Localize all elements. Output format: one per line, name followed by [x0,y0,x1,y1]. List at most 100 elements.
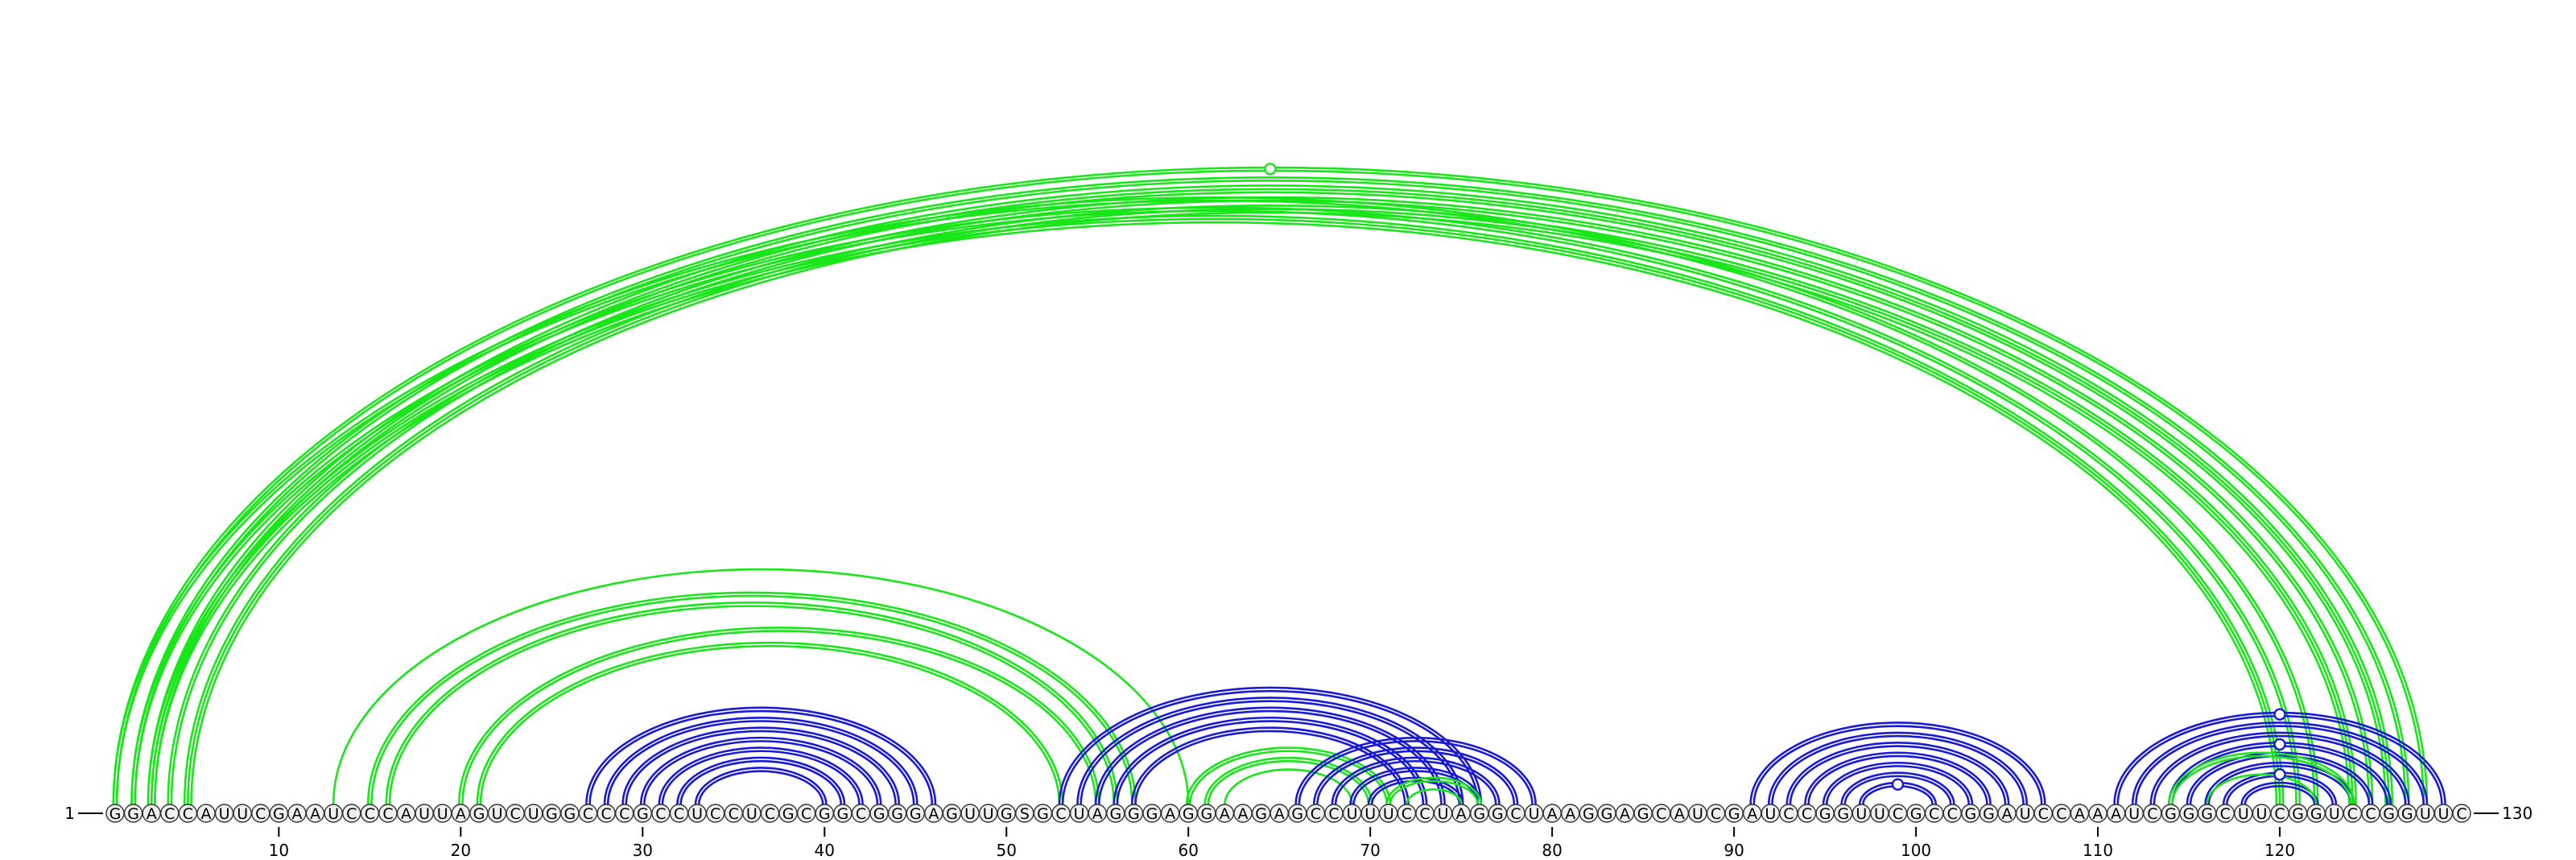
nucleotide-letter: C [2274,805,2285,823]
nucleotide-letter: A [2111,805,2121,823]
nucleotide-letter: C [2365,805,2376,823]
pair-arc-33-40 [694,767,828,805]
pair-arc-15-57 [370,594,1133,805]
nucleotide-letter: U [2329,805,2340,823]
pair-arc-15-57 [366,591,1137,805]
nucleotide-letter: U [219,805,230,823]
nucleotide-letter: G [1255,805,1267,823]
pair-arc-27-46 [585,706,937,805]
nucleotide-letter: A [928,805,939,823]
pair-arc-16-56 [385,602,1119,805]
nucleotide-letter: G [782,805,795,823]
nucleotide-letter: G [1637,805,1649,823]
pair-arc-113-127 [2149,731,2410,805]
nucleotide-letter: U [2420,805,2431,823]
nucleotide-letter: C [183,805,193,823]
pair-arc-1-122 [112,196,2319,805]
nucleotide-letter: C [2456,805,2467,823]
nucleotide-letter: C [1947,805,1958,823]
nucleotide-letter: C [382,805,393,823]
nucleotide-letter: G [1001,805,1013,823]
nucleotide-letter: C [2056,805,2066,823]
pair-arc-69-76 [1352,770,1479,805]
pair-arc-67-78 [1316,750,1516,805]
nucleotide-letter: U [746,805,758,823]
nucleotide-letter: C [710,805,720,823]
nucleotide-letter: U [1529,805,1540,823]
pair-arc-21-53 [479,644,1061,805]
pair-arc-33-40 [697,770,824,805]
nucleotide-letter: G [1146,805,1158,823]
nucleotide-letter: C [601,805,611,823]
nucleotide-letter: U [1874,805,1885,823]
pair-arc-1-128 [115,169,2425,805]
pair-arc-53-76 [1058,686,1483,805]
pair-arc-3-120 [155,222,2276,804]
pair-arc-5-124 [184,205,2355,804]
nucleotide-letter: U [964,805,976,823]
pair-arc-91-107 [1752,725,2043,805]
axis-tick-label: 70 [1360,841,1380,857]
nucleotide-letter: C [164,805,175,823]
pair-arc-56-73 [1116,720,1425,805]
arc-apex-marker [2273,738,2286,751]
pair-arc-31-42 [658,746,864,805]
pair-arc-93-105 [1789,745,2007,805]
nucleotide-letter: A [200,805,211,823]
nucleotide-letter: U [1074,805,1085,823]
pair-arc-31-42 [661,750,861,805]
nucleotide-letter: A [1238,805,1249,823]
nucleotide-letter: G [910,805,922,823]
pair-arc-68-77 [1334,760,1497,805]
pair-arc-112-128 [2135,725,2425,805]
sequence-backbone: 1 130 [64,804,2533,823]
nucleotide-letter: U [1383,805,1394,823]
nucleotide-letter: C [1893,805,1903,823]
nucleotide-letter: U [237,805,248,823]
nucleotide-letter: C [1783,805,1794,823]
axis-tick-label: 90 [1724,841,1744,857]
nucleotide-letter: G [2183,805,2195,823]
nucleotide-letter: G [2310,805,2322,823]
nucleotide-letter: G [637,805,649,823]
pair-arc-56-73 [1113,717,1428,805]
nucleotide-letter: A [1092,805,1103,823]
nucleotide-letter: G [109,805,122,823]
nucleotide-letter: C [674,805,684,823]
pair-arc-72-75 [1406,788,1463,805]
pair-arc-71-76 [1385,776,1483,805]
nucleotide-letter: A [1165,805,1175,823]
pair-arc-3-126 [155,192,2385,804]
nucleotide-letter: U [1765,805,1776,823]
pair-arc-116-122 [2206,773,2318,805]
pair-arc-67-78 [1313,746,1519,805]
nucleotide-letter: U [528,805,539,823]
nucleotide-letter: C [1711,805,1721,823]
nucleotide-letter: A [2002,805,2013,823]
arc-apex-marker [1891,778,1905,791]
pair-arc-93-105 [1785,742,2010,805]
pair-arc-27-46 [588,710,934,805]
nucleotide-letter: U [1692,805,1703,823]
pair-arc-55-74 [1094,706,1446,805]
axis-tick-label: 110 [2083,841,2113,857]
nucleotide-letter: C [856,805,866,823]
pair-arc-96-102 [1843,775,1952,805]
nucleotide-letter: C [1311,805,1321,823]
start-label: 1 [64,804,75,823]
arc-apex-marker [2273,708,2286,721]
nucleotide-letter: C [583,805,593,823]
pair-arc-5-124 [192,213,2350,804]
nucleotide-letter: G [127,805,139,823]
nucleotide-letter: C [1802,805,1812,823]
axis-tick-label: 10 [269,841,289,857]
nucleotide-letter: G [1965,805,1977,823]
nucleotide-letter: G [1128,805,1140,823]
nucleotide-letter: A [1220,805,1230,823]
nucleotide-letter: G [873,805,886,823]
nucleotide-letter: A [310,805,320,823]
nucleotide-letter: U [691,805,703,823]
nucleotide-letter: G [1291,805,1303,823]
nucleotide-letter: C [1510,805,1521,823]
